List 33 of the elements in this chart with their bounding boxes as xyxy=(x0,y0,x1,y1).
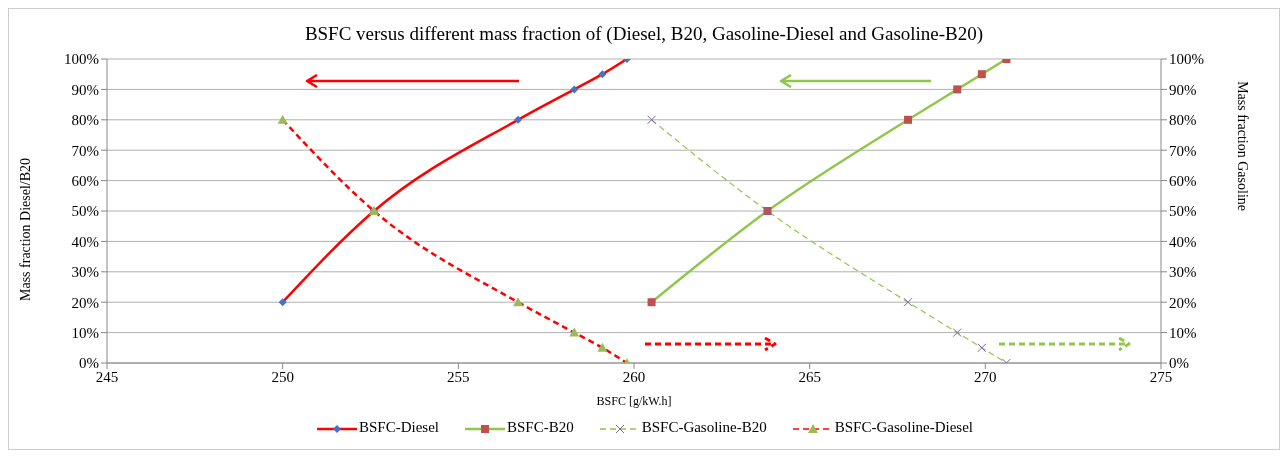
y2-tick-label: 70% xyxy=(1169,142,1197,159)
y-axis-title: Mass fraction Diesel/B20 xyxy=(17,157,33,301)
y-tick-label: 80% xyxy=(71,112,99,129)
y-tick-label: 60% xyxy=(71,172,99,189)
x-tick-label: 255 xyxy=(447,368,470,385)
x-tick-label: 265 xyxy=(798,368,821,385)
x-tick-label: 250 xyxy=(271,368,294,385)
legend-label: BSFC-Gasoline-Diesel xyxy=(833,419,974,436)
legend-label: BSFC-B20 xyxy=(506,419,574,436)
x-axis-title: BSFC [g/kW.h] xyxy=(596,394,672,408)
chart-title: BSFC versus different mass fraction of (Diesel, B20, Gasoline-Diesel and Gasoline-B20) xyxy=(303,23,985,46)
y2-tick-label: 10% xyxy=(1169,324,1197,341)
y-tick-label: 10% xyxy=(71,324,99,341)
y2-tick-label: 60% xyxy=(1169,172,1197,189)
y2-tick-label: 50% xyxy=(1169,203,1197,220)
y-tick-label: 90% xyxy=(71,81,99,98)
y-tick-label: 40% xyxy=(71,233,99,250)
y2-tick-label: 80% xyxy=(1169,112,1197,129)
legend-label: BSFC-Gasoline-B20 xyxy=(640,419,767,436)
y2-tick-label: 90% xyxy=(1169,81,1197,98)
y-tick-label: 20% xyxy=(71,294,99,311)
y2-tick-label: 20% xyxy=(1169,294,1197,311)
legend-label: BSFC-Diesel xyxy=(357,419,439,436)
y2-tick-label: 100% xyxy=(1169,51,1204,68)
y-tick-label: 30% xyxy=(71,264,99,281)
y-tick-label: 100% xyxy=(64,51,99,68)
y2-tick-label: 40% xyxy=(1169,233,1197,250)
y-tick-label: 50% xyxy=(71,203,99,220)
y-tick-label: 70% xyxy=(71,142,99,159)
x-tick-label: 270 xyxy=(974,368,997,385)
y2-axis-title: Mass fraction Gasoline xyxy=(1235,81,1251,211)
y2-tick-label: 30% xyxy=(1169,264,1197,281)
x-tick-label: 260 xyxy=(622,368,646,385)
